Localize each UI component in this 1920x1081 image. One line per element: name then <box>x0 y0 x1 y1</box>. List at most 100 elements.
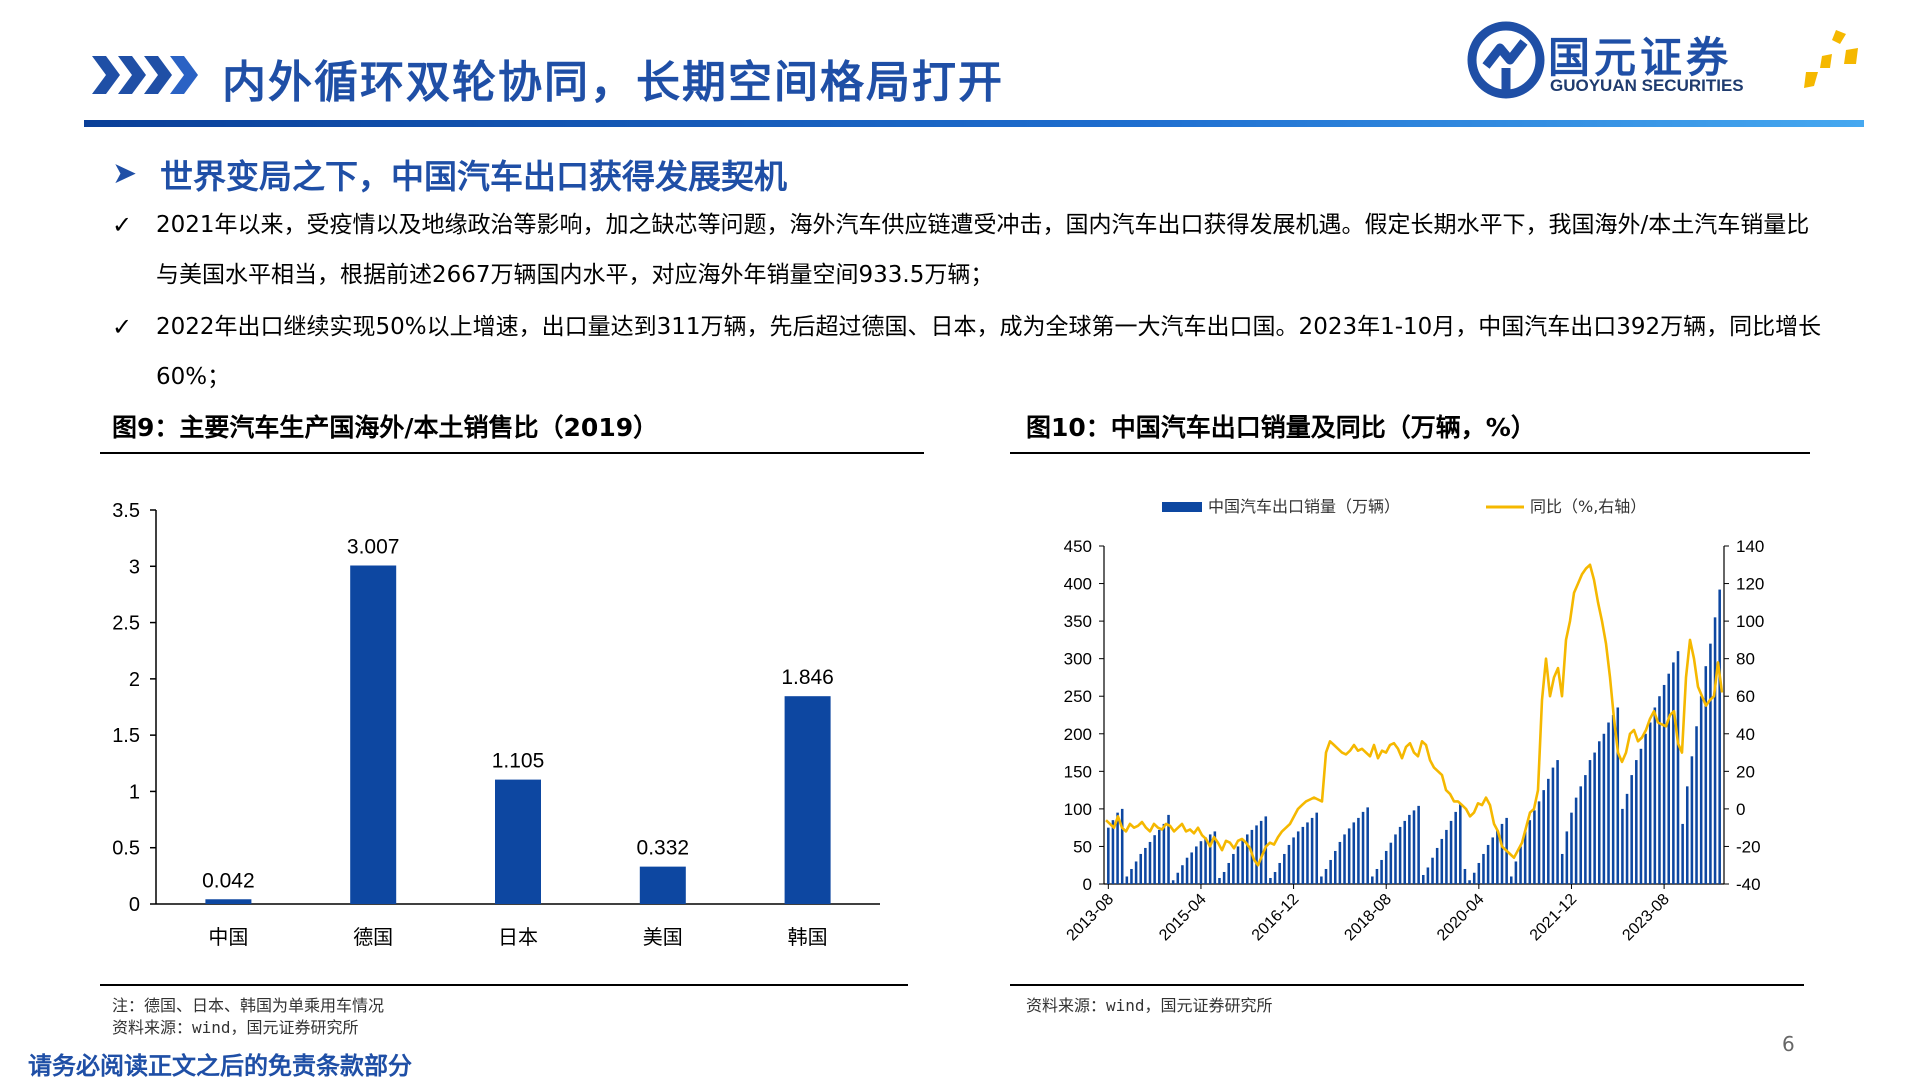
bar <box>1584 775 1587 884</box>
x-tick-label: 美国 <box>643 925 683 949</box>
legend-bar-label: 中国汽车出口销量（万辆） <box>1208 497 1400 516</box>
bar <box>350 565 397 904</box>
bar <box>1125 876 1129 884</box>
x-tick-label: 2018-08 <box>1341 891 1395 945</box>
right-tick-label: 140 <box>1736 537 1764 556</box>
right-tick-label: 80 <box>1736 650 1755 669</box>
figure-9-bottom-rule <box>100 984 908 986</box>
figure-9-top-rule <box>100 452 924 454</box>
bullet-text: 2021年以来，受疫情以及地缘政治等影响，加之缺芯等问题，海外汽车供应链遭受冲击… <box>156 212 1810 288</box>
bar <box>1523 831 1527 884</box>
check-icon: ✓ <box>112 211 133 239</box>
bar-data-label: 3.007 <box>347 535 400 558</box>
figure-10-combo-chart: 中国汽车出口销量（万辆） 同比（%,右轴）05010015020025030035… <box>1064 497 1765 945</box>
left-tick-label: 150 <box>1064 762 1092 781</box>
bar <box>1463 868 1467 884</box>
bar <box>1153 835 1156 884</box>
figure-9-bar-chart: 0 0.5 1 1.5 2 2.5 3 3.5 0.042 中国 3.007 德国 1.105 日本 0.3… <box>112 500 880 949</box>
bar <box>1482 853 1485 884</box>
bar <box>1357 817 1360 884</box>
bullet-text: 2022年出口继续实现50%以上增速，出口量达到311万辆，先后超过德国、日本，… <box>156 314 1822 390</box>
bar <box>1547 778 1550 884</box>
bar <box>1208 834 1212 884</box>
bar <box>1120 808 1124 884</box>
bar <box>784 696 831 904</box>
section-arrow-icon: ➤ <box>112 156 138 191</box>
figure-10-title: 图10：中国汽车出口销量及同比（万辆，%） <box>1026 413 1536 442</box>
bar <box>1556 760 1559 884</box>
bar <box>1195 846 1198 884</box>
bar <box>1519 846 1522 884</box>
bar <box>1301 826 1305 884</box>
left-tick-label: 50 <box>1073 837 1092 856</box>
page-number: 6 <box>1782 1032 1795 1056</box>
bar <box>1514 861 1518 884</box>
bar <box>1259 820 1263 884</box>
figure-10-top-rule <box>1010 452 1810 454</box>
bar <box>639 866 686 904</box>
bar <box>1533 810 1536 884</box>
bar <box>205 899 252 904</box>
bar <box>1111 820 1115 884</box>
bar <box>1676 651 1680 884</box>
bar <box>1315 812 1319 884</box>
page-title: 内外循环双轮协同，长期空间格局打开 <box>222 57 1004 108</box>
bar <box>1588 760 1592 884</box>
bar-data-label: 1.105 <box>492 750 545 773</box>
legend-line-label: 同比（%,右轴） <box>1530 497 1646 516</box>
left-tick-label: 250 <box>1064 687 1092 706</box>
x-tick-label: 韩国 <box>788 925 828 949</box>
bar <box>1468 880 1471 884</box>
bullet-item: ✓ 2021年以来，受疫情以及地缘政治等影响，加之缺芯等问题，海外汽车供应链遭受… <box>112 200 1832 300</box>
section-chevron-icon <box>92 56 198 94</box>
bar-data-label: 0.332 <box>637 837 690 860</box>
bar <box>1417 805 1420 884</box>
left-tick-label: 350 <box>1064 612 1092 631</box>
bar <box>1375 868 1379 884</box>
bar <box>1565 831 1569 884</box>
check-icon: ✓ <box>112 313 133 341</box>
y-tick-label: 0.5 <box>112 838 140 860</box>
bar <box>1366 807 1369 884</box>
bar <box>1324 868 1328 884</box>
bar <box>1560 853 1564 884</box>
bar <box>1537 801 1541 884</box>
bar <box>1157 829 1161 884</box>
bar <box>1181 865 1184 884</box>
bar <box>1635 760 1638 884</box>
bar <box>1352 822 1356 884</box>
right-tick-label: 20 <box>1736 762 1755 781</box>
bar <box>1662 684 1666 884</box>
bar <box>1310 817 1314 884</box>
bar <box>1431 857 1434 884</box>
left-tick-label: 300 <box>1064 650 1092 669</box>
bar <box>1496 829 1499 884</box>
bar <box>1435 847 1439 884</box>
bar <box>1292 837 1295 884</box>
bar <box>1278 862 1281 884</box>
y-tick-label: 0 <box>129 894 140 916</box>
figure-9-note: 注：德国、日本、韩国为单乘用车情况 <box>112 996 385 1015</box>
bar <box>1287 844 1291 884</box>
left-tick-label: 200 <box>1064 725 1092 744</box>
bar <box>1394 834 1397 884</box>
guoyuan-logo-icon <box>1467 21 1858 99</box>
bar <box>1672 662 1675 884</box>
bar <box>1107 827 1110 884</box>
bar <box>495 779 541 904</box>
bar <box>1616 707 1620 884</box>
disclaimer-text: 请务必阅读正文之后的免责条款部分 <box>28 1052 412 1080</box>
left-tick-label: 100 <box>1064 800 1092 819</box>
bar <box>1491 837 1495 884</box>
bar <box>1570 812 1573 884</box>
bar <box>1621 808 1624 884</box>
bar <box>1500 823 1504 884</box>
bar <box>1449 820 1453 884</box>
bar <box>1639 748 1643 884</box>
bar <box>1241 840 1244 884</box>
bar <box>1542 790 1545 884</box>
bar <box>1176 872 1180 884</box>
bar <box>1611 715 1615 884</box>
bar <box>1227 862 1231 884</box>
bar <box>1653 707 1657 884</box>
